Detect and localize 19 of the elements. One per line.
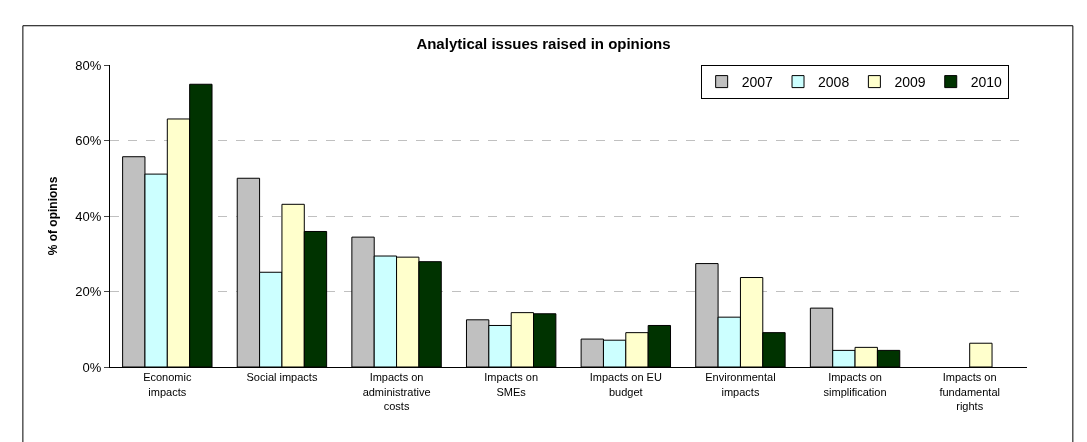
x-tick-label: Social impacts: [246, 371, 318, 384]
x-tick-label: Economic impacts: [143, 371, 192, 398]
legend-label: 2009: [894, 74, 926, 91]
x-tick-label: Impacts on fundamental rights: [939, 371, 1000, 412]
x-tick-label: Impacts on administrative costs: [362, 371, 431, 412]
x-tick-label: Impacts on simplification: [823, 371, 887, 398]
x-tick-label: Impacts on EU budget: [589, 371, 662, 398]
y-axis-title: % of opinions: [45, 176, 60, 256]
x-tick-label: Environmental impacts: [705, 371, 776, 398]
x-tick-label: Impacts on SMEs: [484, 371, 539, 398]
y-tick-label: 20%: [75, 284, 102, 300]
y-tick-label: 80%: [75, 57, 102, 73]
legend-label: 2010: [970, 74, 1003, 91]
y-tick-label: 60%: [75, 133, 102, 149]
legend-label: 2007: [741, 74, 774, 91]
legend-label: 2008: [818, 74, 850, 91]
y-tick-label: 0%: [82, 359, 102, 375]
y-tick-label: 40%: [75, 208, 102, 224]
chart-title: Analytical issues raised in opinions: [416, 35, 671, 53]
